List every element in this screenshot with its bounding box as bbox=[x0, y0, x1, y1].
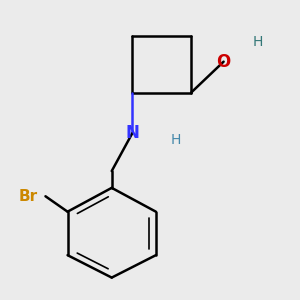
Text: Br: Br bbox=[18, 189, 38, 204]
Text: O: O bbox=[217, 53, 231, 71]
Text: H: H bbox=[171, 133, 181, 147]
Text: H: H bbox=[253, 35, 263, 49]
Text: N: N bbox=[125, 124, 139, 142]
